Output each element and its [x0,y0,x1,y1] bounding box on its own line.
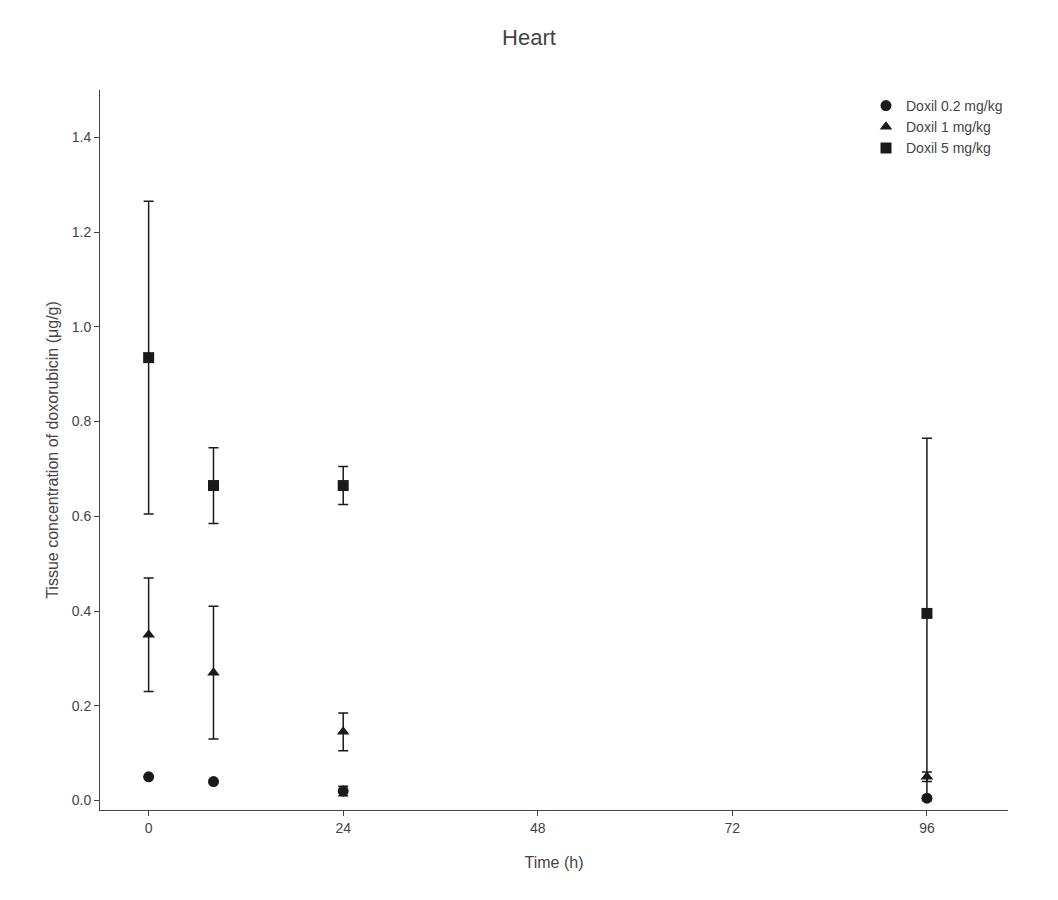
svg-text:0.2: 0.2 [72,698,92,714]
svg-text:0.6: 0.6 [72,508,92,524]
svg-text:0.4: 0.4 [72,603,92,619]
svg-text:0.8: 0.8 [72,413,92,429]
svg-text:Doxil 1 mg/kg: Doxil 1 mg/kg [906,119,991,135]
svg-text:Doxil 0.2 mg/kg: Doxil 0.2 mg/kg [906,98,1002,114]
svg-text:48: 48 [530,820,546,836]
svg-text:0.0: 0.0 [72,792,92,808]
svg-text:0: 0 [145,820,153,836]
svg-text:1.0: 1.0 [72,319,92,335]
svg-text:96: 96 [919,820,935,836]
svg-text:Time (h): Time (h) [525,854,584,871]
svg-text:24: 24 [335,820,351,836]
svg-text:1.2: 1.2 [72,224,92,240]
svg-text:1.4: 1.4 [72,129,92,145]
svg-text:Doxil 5 mg/kg: Doxil 5 mg/kg [906,140,991,156]
svg-text:Heart: Heart [502,25,556,50]
svg-text:Tissue concentration of doxoru: Tissue concentration of doxorubicin (μg/… [44,301,61,599]
svg-text:72: 72 [725,820,741,836]
